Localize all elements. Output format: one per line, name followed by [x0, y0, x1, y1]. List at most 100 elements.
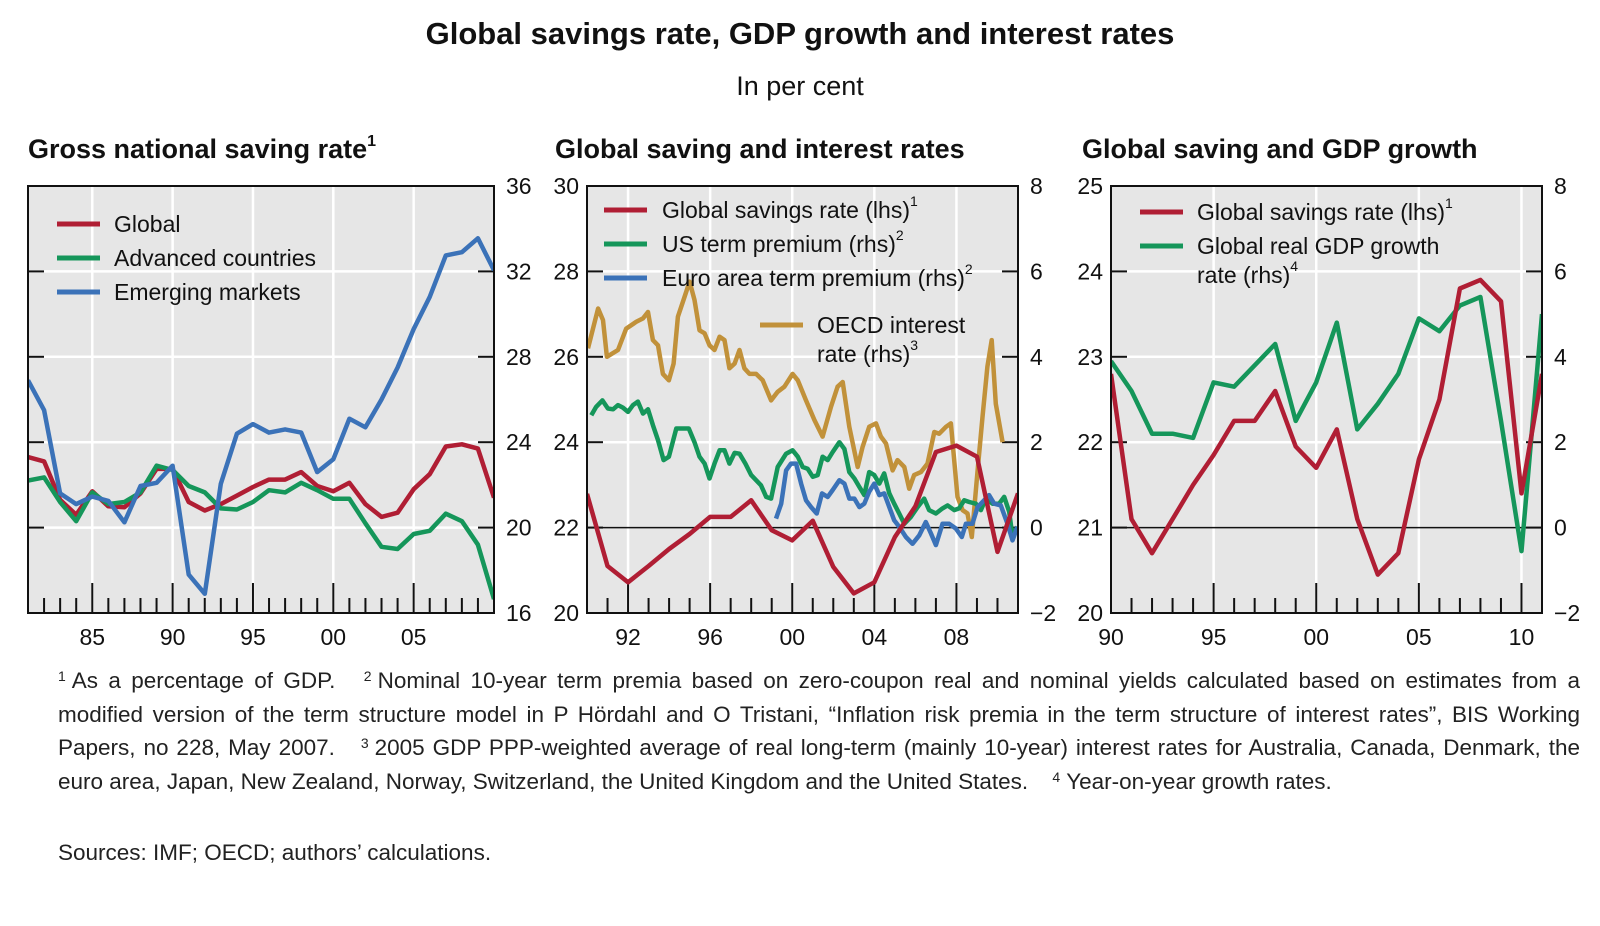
footnote-marker: 2	[363, 668, 372, 684]
legend-label-sup: 1	[1445, 195, 1453, 211]
legend-label: rate (rhs)4	[1197, 258, 1298, 288]
x-tick-label: 04	[862, 624, 888, 650]
x-tick-label: 92	[615, 624, 641, 650]
legend-label-sup: 2	[896, 227, 904, 243]
series-line-global-real-gdp-growth-rate-rhs	[1111, 294, 1542, 554]
legend-item: Euro area term premium (rhs)2	[604, 261, 973, 291]
panel-title-text: Global saving and GDP growth	[1082, 134, 1478, 164]
legend-item: Global	[57, 211, 180, 237]
legend-label-text: OECD interest	[817, 312, 966, 338]
plot-frame	[586, 185, 1019, 614]
y-right-tick-label: 24	[506, 429, 532, 455]
y-left-tick-label: 26	[553, 344, 579, 370]
footnote-2: 2 Nominal 10-year term premia based on ze…	[58, 668, 1580, 760]
x-tick-label: 85	[79, 624, 105, 650]
plot-frame	[1110, 185, 1543, 614]
panel-title-text: Global saving and interest rates	[555, 134, 965, 164]
plot-area	[1111, 186, 1542, 613]
legend-label-text: US term premium (rhs)	[662, 231, 896, 257]
legend-item: Advanced countries	[57, 245, 316, 271]
legend-label: OECD interest	[817, 312, 966, 338]
x-tick-label: 08	[944, 624, 970, 650]
series-line-oecd-interest-rate-rhs	[587, 279, 1005, 540]
y-right-tick-label: −2	[1554, 600, 1580, 626]
y-left-tick-label: 23	[1077, 344, 1103, 370]
legend-label-text: Global savings rate (lhs)	[1197, 199, 1445, 225]
y-right-tick-label: 0	[1554, 515, 1567, 541]
x-tick-label: 00	[779, 624, 805, 650]
y-left-tick-label: 24	[553, 429, 579, 455]
series-line-euro-area-term-premium-rhs	[773, 461, 1018, 548]
y-right-tick-label: 32	[506, 258, 532, 284]
footnote-text: 2005 GDP PPP-weighted average of real lo…	[58, 735, 1580, 794]
y-right-tick-label: 36	[506, 173, 532, 199]
plot-area	[587, 186, 1018, 613]
y-right-tick-label: 2	[1554, 429, 1567, 455]
legend-label: Euro area term premium (rhs)2	[662, 261, 973, 291]
y-left-tick-label: 21	[1077, 515, 1103, 541]
y-right-tick-label: 8	[1554, 173, 1567, 199]
x-tick-label: 96	[697, 624, 723, 650]
legend-label-text: Emerging markets	[114, 279, 301, 305]
y-right-tick-label: 0	[1030, 515, 1043, 541]
y-right-tick-label: 2	[1030, 429, 1043, 455]
x-tick-label: 95	[1201, 624, 1227, 650]
x-tick-label: 05	[1406, 624, 1432, 650]
x-tick-label: 10	[1509, 624, 1535, 650]
y-left-tick-label: 25	[1077, 173, 1103, 199]
legend-label-text: Euro area term premium (rhs)	[662, 265, 965, 291]
y-left-tick-label: 20	[553, 600, 579, 626]
x-tick-label: 00	[1303, 624, 1329, 650]
legend-label-sup: 3	[910, 337, 918, 353]
legend-label-text: Advanced countries	[114, 245, 316, 271]
x-tick-label: 95	[240, 624, 266, 650]
legend-label-text: Global savings rate (lhs)	[662, 197, 910, 223]
footnote-3: 3 2005 GDP PPP-weighted average of real l…	[58, 735, 1580, 794]
legend-label: Global real GDP growth	[1197, 233, 1439, 259]
legend-item: US term premium (rhs)2	[604, 227, 904, 257]
legend-label: US term premium (rhs)2	[662, 227, 904, 257]
legend-label-text: Global real GDP growth	[1197, 233, 1439, 259]
footnote-marker: 3	[360, 735, 369, 751]
x-tick-label: 05	[401, 624, 427, 650]
y-right-tick-label: 28	[506, 344, 532, 370]
y-left-tick-label: 22	[553, 515, 579, 541]
panel-title-sup: 1	[367, 133, 376, 150]
y-right-tick-label: 6	[1554, 258, 1567, 284]
y-right-tick-label: 8	[1030, 173, 1043, 199]
chart-subtitle: In per cent	[736, 71, 864, 101]
legend-label: Global savings rate (lhs)1	[1197, 195, 1453, 225]
footnote-text: Nominal 10-year term premia based on zer…	[58, 668, 1580, 760]
y-right-tick-label: 20	[506, 515, 532, 541]
footnotes: 1 As a percentage of GDP. 2 Nominal 10-yea…	[58, 664, 1580, 798]
x-tick-label: 00	[321, 624, 347, 650]
legend-label: Advanced countries	[114, 245, 316, 271]
panel-title-text: Gross national saving rate	[28, 134, 367, 164]
panel-3: Global saving and GDP growth−22002122242…	[1077, 134, 1580, 650]
chart-title: Global savings rate, GDP growth and inte…	[426, 16, 1175, 51]
y-left-tick-label: 28	[553, 258, 579, 284]
y-right-tick-label: 4	[1030, 344, 1043, 370]
series-line-emerging-markets	[28, 236, 494, 597]
footnote-1: 1 As a percentage of GDP.	[58, 668, 335, 693]
footnote-marker: 1	[58, 668, 66, 684]
panel-title: Global saving and GDP growth	[1082, 134, 1478, 164]
legend-label-text: Global	[114, 211, 180, 237]
footnote-text: As a percentage of GDP.	[71, 668, 336, 693]
legend-label-sup: 4	[1290, 258, 1298, 274]
legend-item: Emerging markets	[57, 279, 301, 305]
x-tick-label: 90	[1098, 624, 1124, 650]
x-tick-label: 90	[160, 624, 186, 650]
legend-label: Emerging markets	[114, 279, 301, 305]
plot-frame	[27, 185, 495, 614]
legend-item: Global savings rate (lhs)1	[1140, 195, 1453, 225]
legend-label-sup: 1	[910, 193, 918, 209]
footnote-4: 4 Year-on-year growth rates.	[1052, 769, 1331, 794]
panel-2: Global saving and interest rates−2200222…	[553, 134, 1056, 650]
legend-label-sup: 2	[965, 261, 973, 277]
plot-area	[28, 186, 494, 613]
series-line-global-savings-rate-lhs	[587, 443, 1018, 596]
legend-label-text: rate (rhs)	[817, 341, 910, 367]
